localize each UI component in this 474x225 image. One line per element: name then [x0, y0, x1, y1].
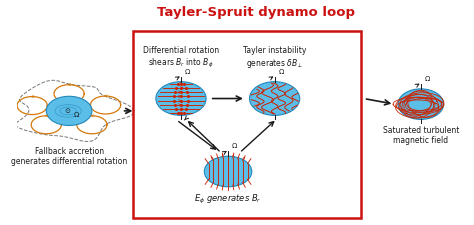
Bar	[133, 32, 361, 218]
Ellipse shape	[204, 157, 252, 187]
Ellipse shape	[398, 90, 444, 120]
Text: $\Omega$: $\Omega$	[424, 74, 431, 83]
Text: Differential rotation
shears $B_r$ into $B_\phi$: Differential rotation shears $B_r$ into …	[143, 46, 219, 69]
Ellipse shape	[249, 82, 300, 116]
Text: $\odot$: $\odot$	[64, 106, 71, 115]
Text: Fallback accretion
generates differential rotation: Fallback accretion generates differentia…	[11, 146, 127, 165]
Text: Tayler-Spruit dynamo loop: Tayler-Spruit dynamo loop	[157, 6, 356, 19]
Text: $\Omega$: $\Omega$	[231, 141, 238, 150]
Ellipse shape	[156, 82, 206, 116]
Text: Tayler instability
generates $\delta B_\perp$: Tayler instability generates $\delta B_\…	[243, 46, 306, 69]
Text: $\Omega$: $\Omega$	[184, 66, 191, 75]
Text: $\Omega$: $\Omega$	[278, 66, 285, 75]
Text: $\Omega$: $\Omega$	[73, 110, 80, 119]
Ellipse shape	[46, 97, 92, 126]
Text: $E_\phi$ generates $B_r$: $E_\phi$ generates $B_r$	[194, 192, 262, 205]
Text: Saturated turbulent
magnetic field: Saturated turbulent magnetic field	[383, 126, 459, 145]
